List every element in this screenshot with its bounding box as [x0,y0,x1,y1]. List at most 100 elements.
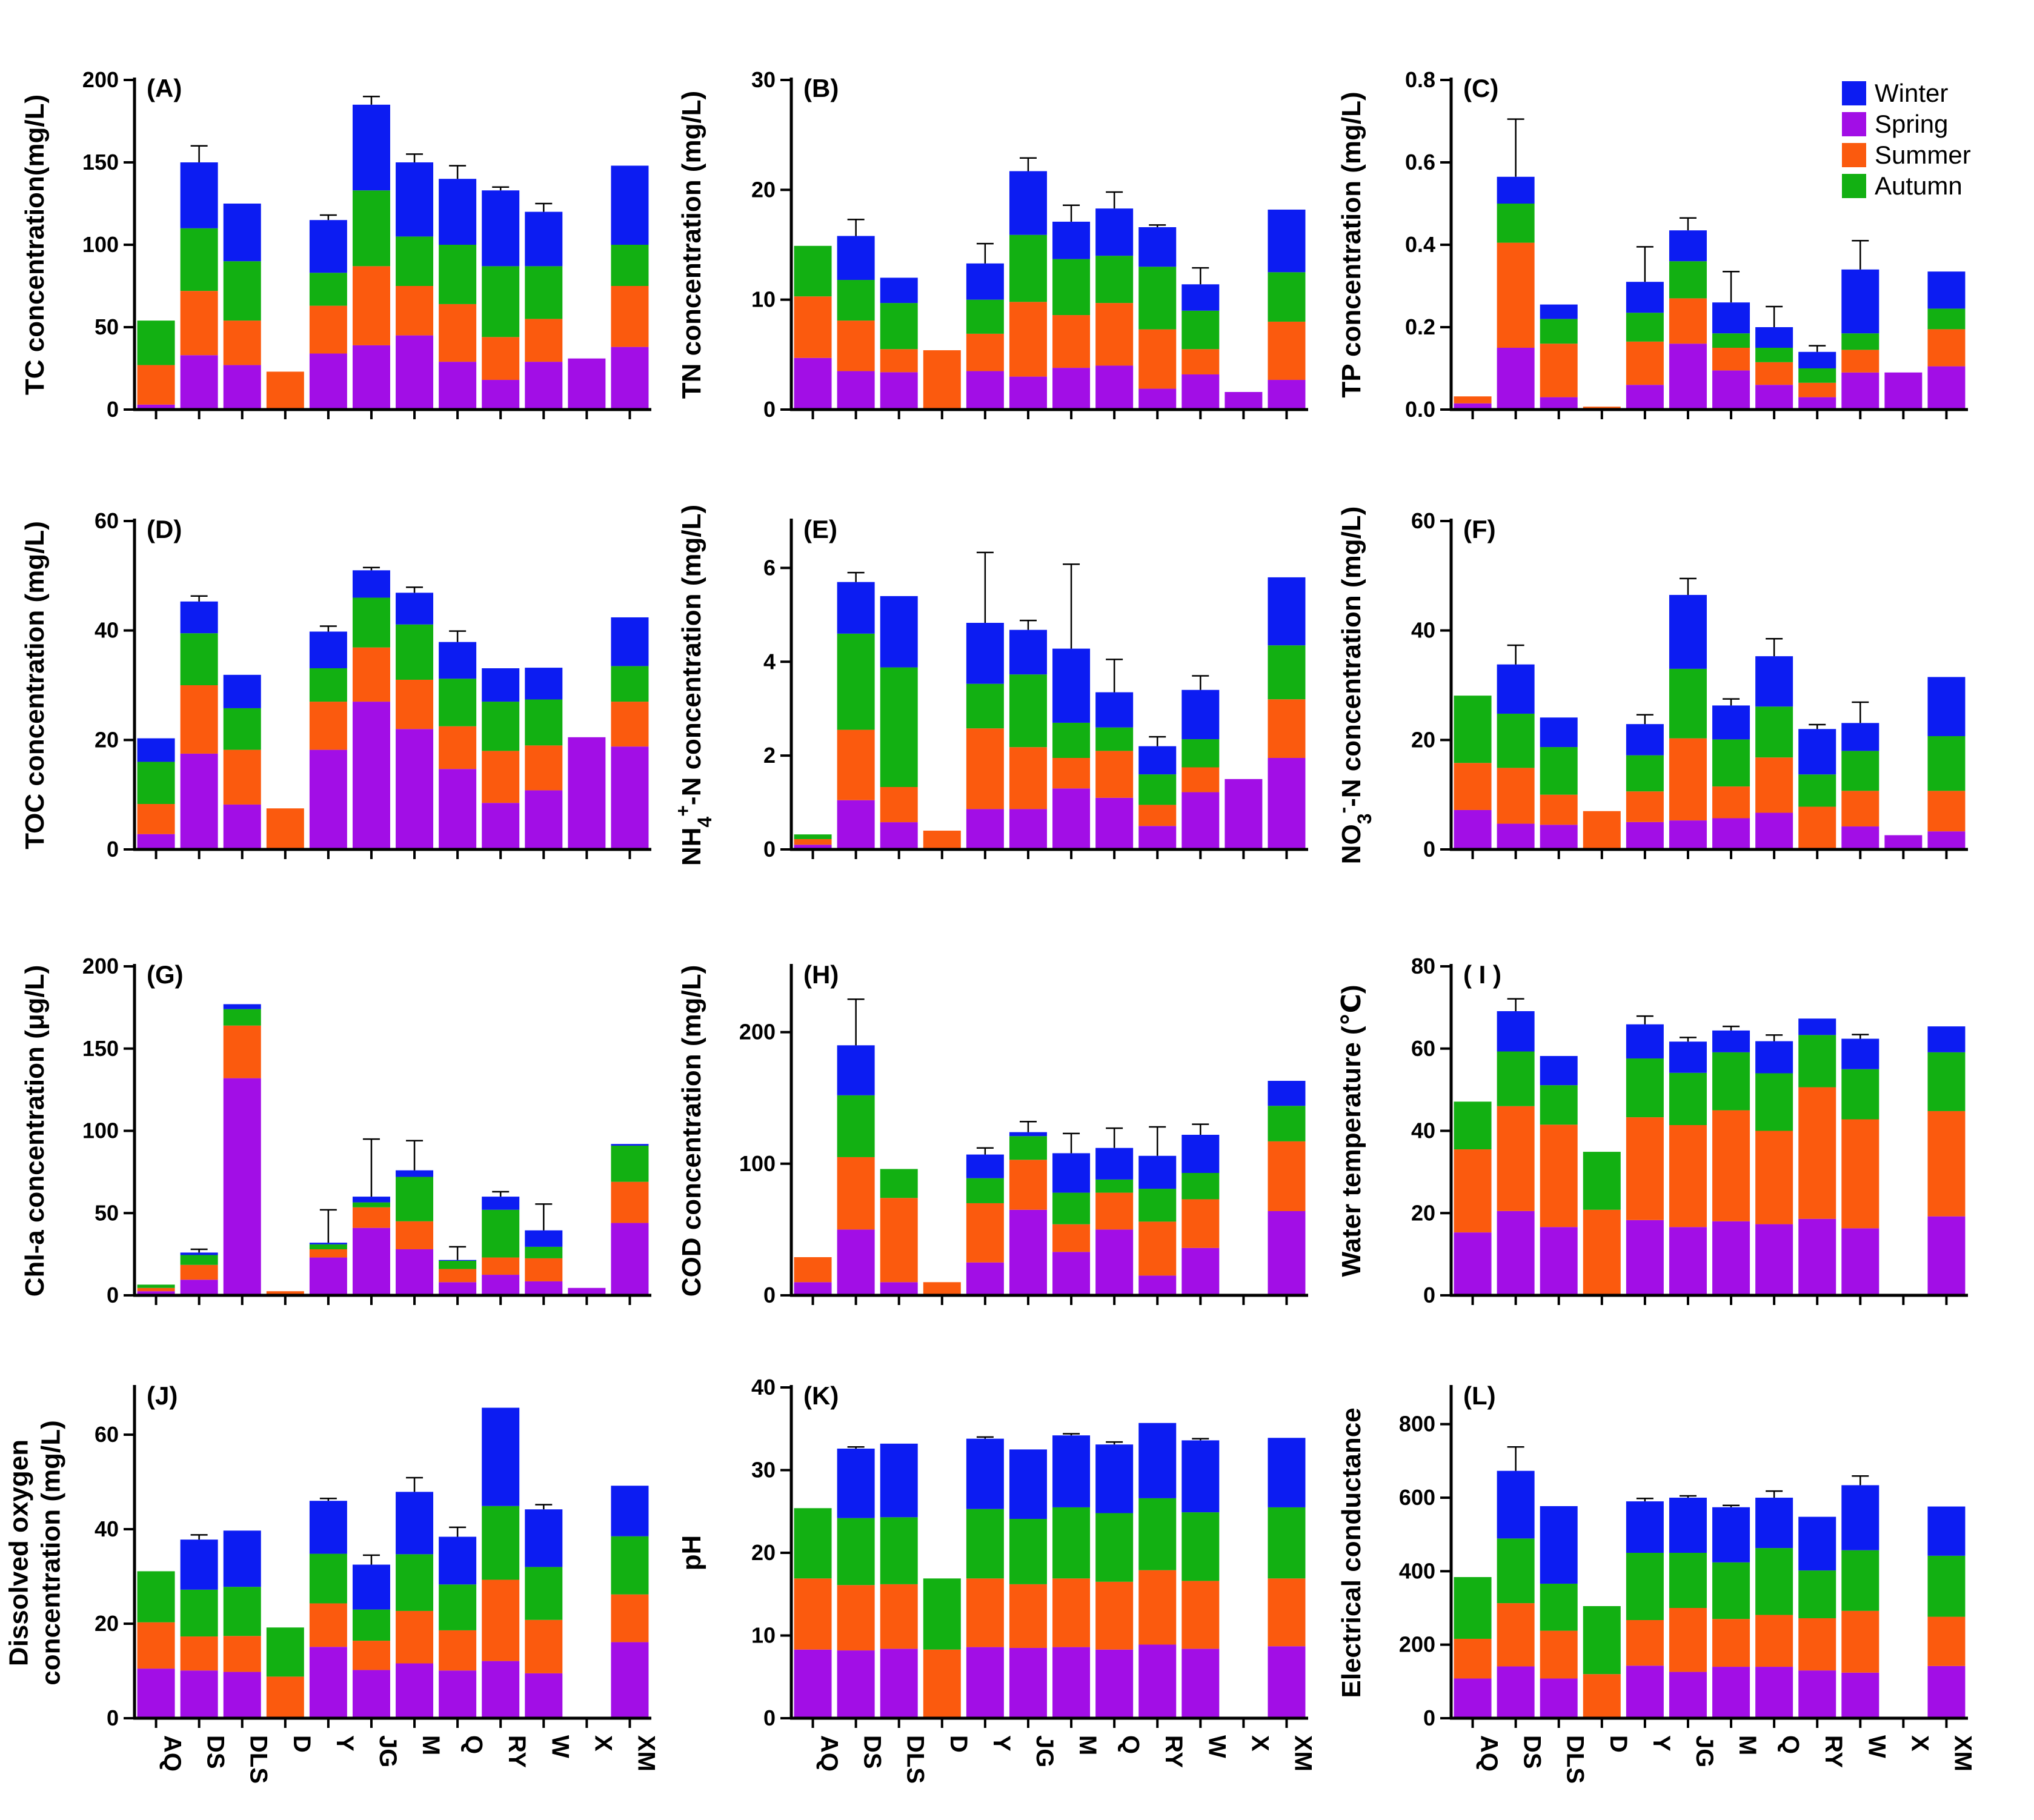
bar-q-spring [1095,1649,1134,1718]
chart-panel-f: 0 20 40 60 (F) NO3--N concentration (mg/L) [1332,506,1968,864]
bar-q-autumn [1095,256,1134,304]
y-tick-label: 0 [107,1283,119,1307]
bar-ry-summer [1138,329,1177,389]
bar-aq-autumn [794,834,832,839]
bar-xm-autumn [1927,308,1966,330]
bar-xm-winter [611,1144,649,1146]
bar-xm-spring [611,347,649,410]
bar-d-summer [1583,811,1621,849]
bar-y-autumn [309,1244,347,1249]
bar-q-spring [439,1282,477,1295]
bar-xm-autumn [1268,272,1306,322]
bar-q-autumn [439,679,477,726]
bar-xm-summer [611,286,649,347]
bar-y-summer [966,728,1004,809]
bar-ds-autumn [1497,1051,1535,1106]
y-tick-label: 200 [82,67,119,92]
panel-title: (K) [803,1381,839,1410]
bar-xm-autumn [1927,1555,1966,1617]
chart-panel-h: 0 100 200 (H) COD concentration (mg/L) [677,960,1308,1307]
bar-jg-winter [1009,1132,1047,1137]
y-tick-label: 100 [82,1118,119,1143]
x-tick-label-y: Y [331,1735,358,1752]
bar-w-winter [1182,689,1220,740]
bar-aq-summer [137,1622,175,1669]
bar-w-winter [1841,723,1879,751]
bar-aq-spring [1454,809,1492,849]
bar-y-summer [1626,1620,1664,1666]
bar-m-spring [396,729,434,849]
bar-xm-summer [1268,1141,1306,1211]
bar-q-winter [439,642,477,679]
panel-title: (C) [1463,74,1498,102]
bar-jg-spring [352,1227,390,1295]
bar-dls-summer [1540,1124,1578,1227]
bar-ds-spring [180,753,218,849]
bar-jg-winter [352,1197,390,1203]
bar-ry-summer [1798,1618,1836,1671]
bar-ds-winter [837,1045,875,1095]
bar-ds-summer [1497,242,1535,348]
bar-ry-autumn [1138,1498,1177,1570]
bar-y-autumn [966,1509,1004,1579]
bar-d-summer [266,1676,304,1718]
y-tick-label: 40 [751,1375,776,1400]
bar-aq-autumn [1454,696,1492,763]
bar-m-winter [1052,1435,1091,1507]
bar-xm-summer [1268,321,1306,380]
bar-ds-summer [837,729,875,800]
bar-w-spring [1841,826,1879,849]
bar-xm-spring [1268,758,1306,849]
bar-jg-autumn [1009,234,1047,302]
bar-ry-spring [1798,1670,1836,1718]
bar-xm-autumn [1927,1052,1966,1111]
bar-jg-autumn [352,1609,390,1641]
bar-q-summer [1095,751,1134,798]
bar-aq-summer [1454,763,1492,810]
bar-jg-spring [1669,1227,1707,1295]
bar-w-autumn [525,266,563,319]
bar-jg-spring [1009,376,1047,410]
panel-title: (G) [147,960,184,989]
x-tick-label-w: W [1863,1735,1890,1758]
bar-jg-autumn [1009,1519,1047,1584]
bar-dls-summer [223,320,261,365]
bar-x-spring [1884,372,1923,410]
bar-ry-summer [1138,1221,1177,1276]
bar-m-summer [396,1610,434,1664]
bar-aq-summer [1454,396,1492,404]
bar-xm-autumn [611,245,649,286]
chart-panel-i: 0 20 40 60 80 ( I ) Water temperature (℃) [1337,954,1968,1307]
bar-q-summer [439,1630,477,1671]
bar-ry-autumn [1798,1035,1836,1088]
bar-m-spring [396,335,434,410]
bar-aq-spring [794,1282,832,1295]
bar-jg-winter [1009,1449,1047,1519]
bar-dls-winter [1540,1055,1578,1086]
y-tick-label: 80 [1411,954,1435,978]
bar-aq-autumn [137,1284,175,1288]
bar-x-spring [1225,779,1263,849]
panel-title: (B) [803,74,839,102]
bar-q-autumn [1755,1073,1793,1131]
bar-ry-summer [1138,805,1177,826]
bar-d-summer [266,808,304,849]
bar-xm-autumn [1268,645,1306,700]
x-tick-label-ry: RY [504,1735,530,1768]
y-tick-label: 40 [95,1516,119,1541]
bar-jg-autumn [352,190,390,267]
bar-xm-summer [1927,1616,1966,1666]
bar-d-autumn [1583,1152,1621,1210]
bar-m-spring [1052,788,1091,849]
x-tick-label-ds: DS [202,1735,229,1769]
bar-q-autumn [439,1584,477,1630]
bar-w-summer [1841,350,1879,373]
y-tick-label: 0.4 [1405,232,1435,257]
chart-panel-a: 0 50 100 150 200 (A) TC concentration(mg/L) [20,67,651,422]
bar-ry-winter [482,1197,520,1210]
y-tick-label: 0 [107,397,119,422]
bar-ry-autumn [482,266,520,337]
bar-dls-summer [223,749,261,805]
bar-m-autumn [396,1554,434,1611]
